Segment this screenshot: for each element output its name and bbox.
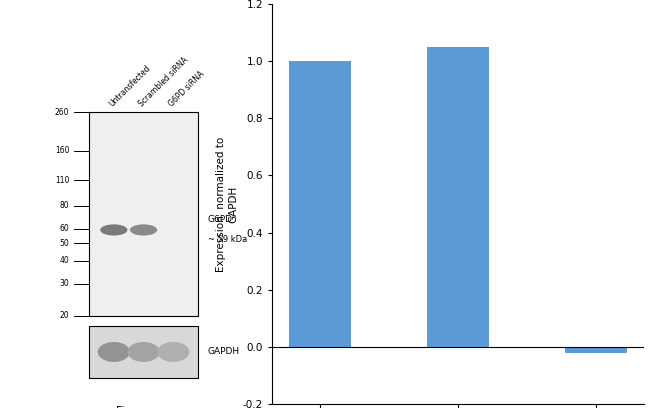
Text: 260: 260 (55, 108, 70, 117)
Text: 50: 50 (60, 239, 70, 248)
Text: 60: 60 (60, 224, 70, 233)
Text: G6PD siRNA: G6PD siRNA (167, 69, 206, 108)
Y-axis label: Expression  normalized to
GAPDH: Expression normalized to GAPDH (216, 136, 239, 272)
Bar (565, 347, 627, 353)
Text: 20: 20 (60, 311, 70, 320)
Text: ~ 59 kDa: ~ 59 kDa (208, 235, 247, 244)
Ellipse shape (98, 342, 130, 362)
Ellipse shape (157, 342, 189, 362)
Ellipse shape (127, 342, 160, 362)
Text: 160: 160 (55, 146, 70, 155)
Text: 30: 30 (60, 279, 70, 288)
Bar (289, 61, 351, 347)
Ellipse shape (130, 224, 157, 235)
Text: G6PD: G6PD (208, 215, 233, 224)
Bar (89, 326, 198, 378)
Text: 80: 80 (60, 201, 70, 210)
Bar (427, 47, 489, 347)
Text: Scrambled siRNA: Scrambled siRNA (137, 55, 190, 108)
Text: GAPDH: GAPDH (208, 348, 240, 357)
Text: 40: 40 (60, 256, 70, 265)
Text: Untransfected: Untransfected (107, 63, 152, 108)
Bar (89, 112, 198, 316)
Ellipse shape (100, 224, 127, 235)
Text: Fig a: Fig a (116, 406, 142, 408)
Text: 110: 110 (55, 176, 70, 185)
